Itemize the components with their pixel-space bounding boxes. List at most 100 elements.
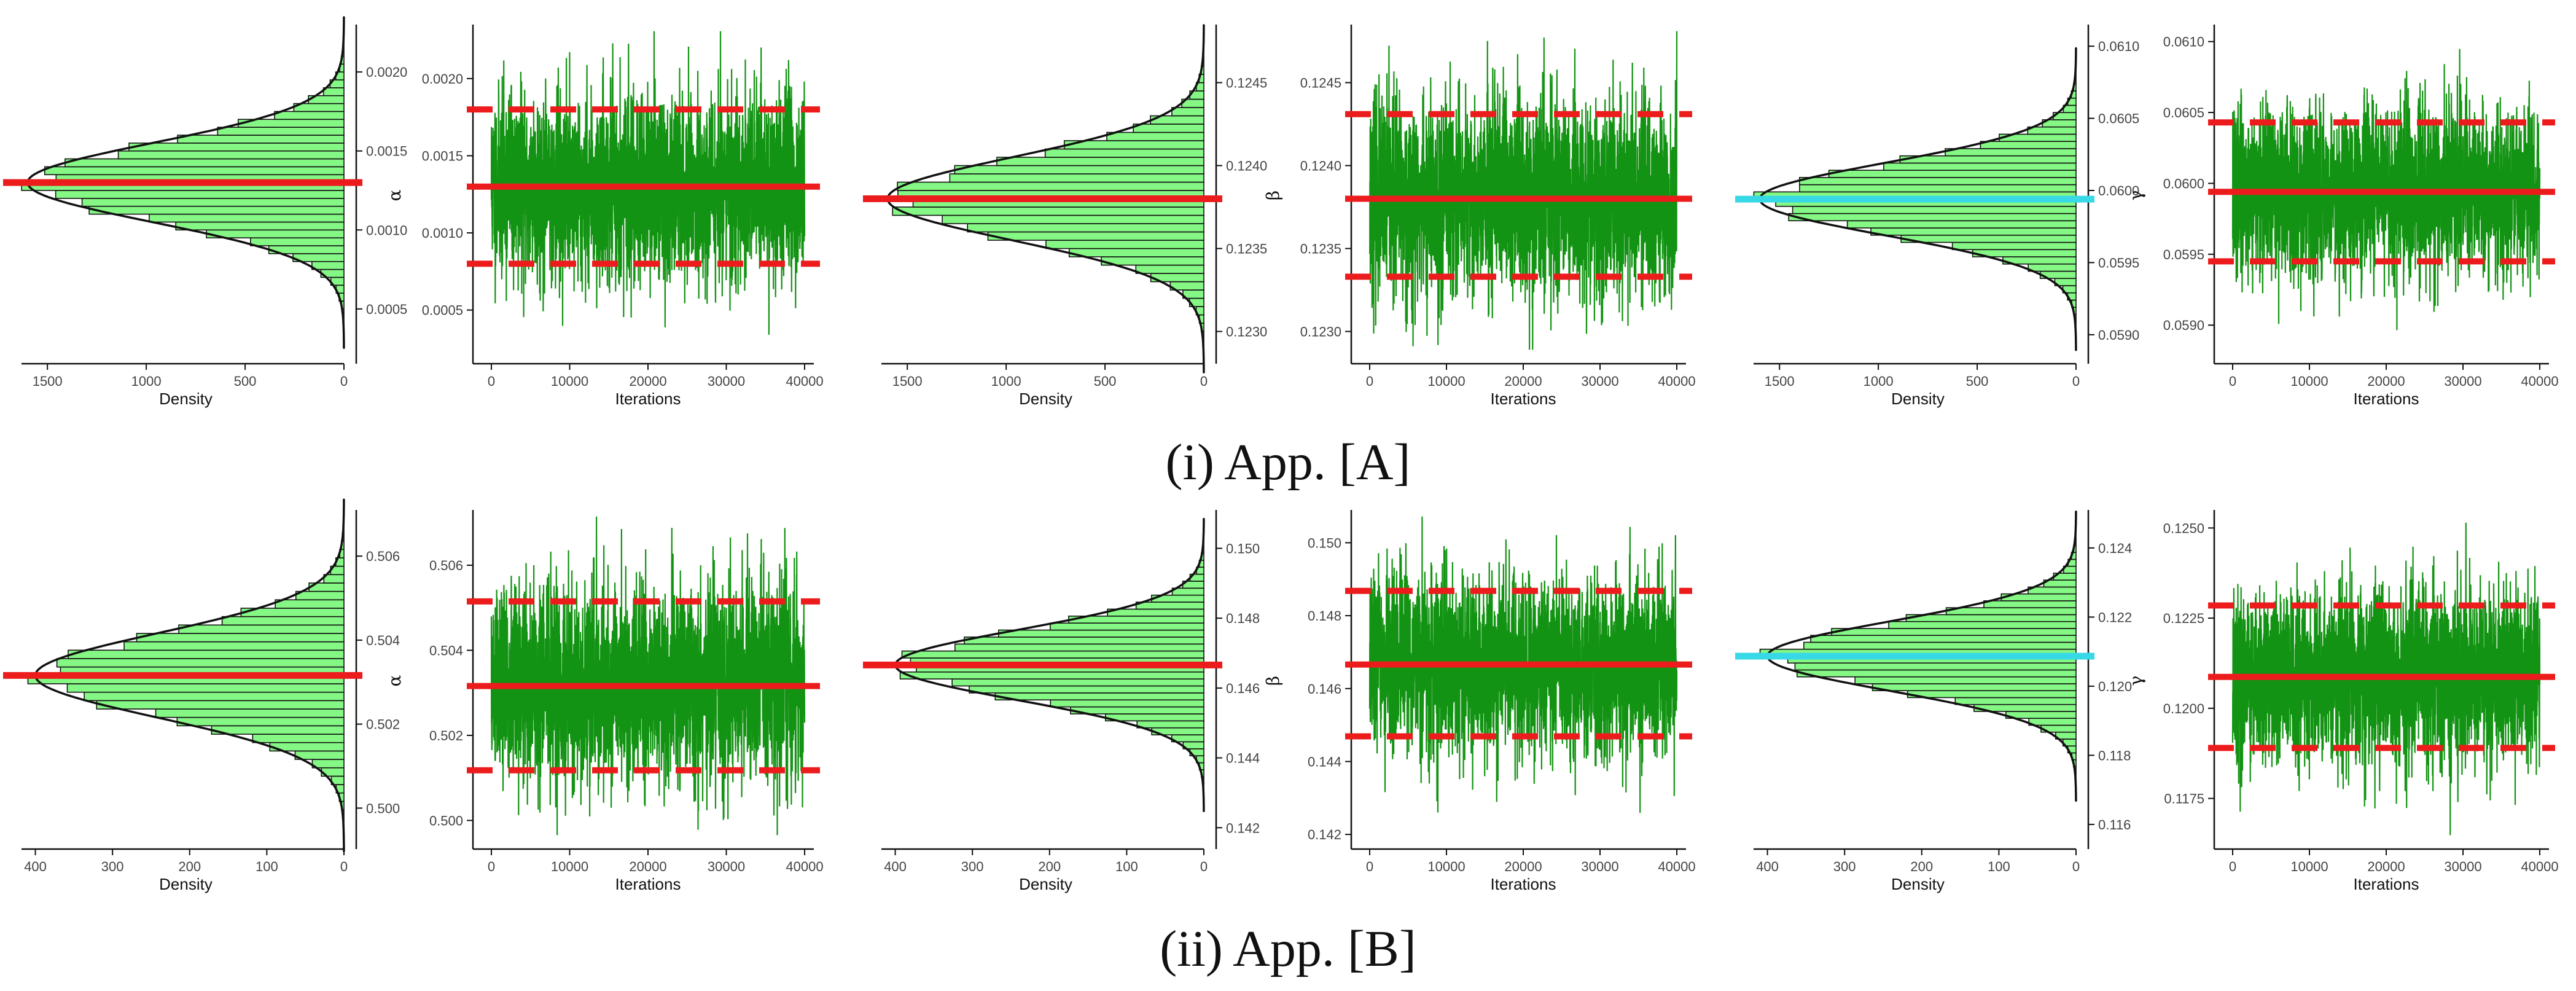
y-tick-label: 0.150: [1308, 535, 1341, 550]
histogram-bar: [1799, 184, 2077, 193]
histogram-bar: [1107, 608, 1204, 617]
histogram-bar: [250, 237, 345, 246]
histogram-bar: [1101, 256, 1204, 266]
y-tick-label: 0.146: [1308, 681, 1341, 697]
x-tick-label: 0: [1366, 374, 1373, 389]
histogram-bar: [2027, 126, 2077, 135]
y-axis-title: α: [384, 675, 405, 686]
x-tick-label: 20000: [629, 859, 666, 874]
histogram-bar: [64, 158, 345, 168]
histogram-bar: [96, 700, 345, 710]
histogram-bar: [942, 214, 1204, 224]
histogram-bar: [994, 692, 1204, 701]
histogram-bar: [274, 111, 345, 120]
x-tick-label: 0: [2072, 374, 2080, 389]
x-tick-label: 0: [340, 374, 348, 389]
x-tick-label: 0: [2072, 859, 2080, 874]
x-axis-title: Iterations: [2354, 390, 2419, 408]
histogram-bar: [2005, 711, 2077, 719]
histogram-bar: [56, 658, 345, 668]
y-tick-label: 0.504: [366, 633, 400, 648]
x-tick-label: 30000: [1581, 374, 1618, 389]
histogram-bar: [117, 150, 345, 160]
histogram-bar: [1831, 628, 2077, 636]
x-tick-label: 400: [884, 859, 907, 874]
histogram-bar: [1050, 699, 1204, 708]
histogram-bar: [1883, 162, 2077, 171]
y-tick-label: 0.0595: [2098, 255, 2139, 270]
histogram-bar: [987, 231, 1204, 241]
x-tick-label: 0: [1366, 859, 1373, 874]
x-axis-title: Density: [159, 390, 213, 408]
x-axis-title: Iterations: [1491, 875, 1556, 893]
histogram-bar: [1105, 713, 1204, 722]
histogram-bar: [949, 173, 1204, 183]
histogram-bar: [1106, 131, 1204, 141]
x-tick-label: 1500: [892, 374, 923, 389]
y-tick-label: 0.0015: [366, 144, 407, 159]
histogram-bar: [155, 708, 345, 718]
histogram-bar: [1792, 206, 2077, 214]
histogram-bar: [217, 127, 345, 136]
y-tick-label: 0.0590: [2163, 318, 2204, 333]
histogram-bar: [1068, 615, 1204, 624]
histogram-bar: [1135, 264, 1204, 274]
y-tick-label: 0.1235: [1300, 241, 1341, 257]
trace-panel-B-beta: 0 10000 20000 30000 40000 0.142 0.144 0.146 0.14…: [1263, 510, 1696, 893]
histogram-bar: [1872, 683, 2077, 691]
y-tick-label: 0.0005: [422, 303, 463, 318]
x-tick-label: 1000: [1864, 374, 1894, 389]
histogram-bar: [221, 616, 345, 626]
trace-panel-B-alpha: 0 10000 20000 30000 40000 0.500 0.502 0.504 0.50…: [384, 510, 824, 893]
histogram-bar: [2028, 718, 2077, 726]
y-tick-label: 0.120: [2098, 679, 2132, 694]
histogram-bar: [55, 190, 345, 199]
x-tick-label: 400: [1756, 859, 1779, 874]
x-tick-label: 1500: [33, 374, 63, 389]
histogram-bar: [1828, 170, 2077, 178]
histogram-bar: [892, 206, 1204, 216]
x-tick-label: 500: [1966, 374, 1989, 389]
y-tick-label: 0.118: [2098, 748, 2131, 763]
x-tick-label: 20000: [629, 374, 666, 389]
x-tick-label: 30000: [1581, 859, 1618, 874]
density-panel-A-alpha: 1500 1000 500 0 0.0005 0.0010 0.0015 0.0020 Dens…: [3, 16, 407, 408]
histogram-bar: [1954, 697, 2077, 705]
y-tick-label: 0.124: [2098, 541, 2132, 556]
y-tick-label: 0.0600: [2163, 176, 2204, 191]
histogram-bar: [1803, 641, 2077, 650]
histogram-bar: [951, 678, 1204, 687]
x-axis-title: Iterations: [615, 875, 681, 893]
density-panel-B-alpha: 400 300 200 100 0 0.500 0.502 0.504 0.506 Density: [3, 498, 400, 893]
density-panel-A-beta: 1500 1000 500 0 0.1230 0.1235 0.1240 0.1245 Dens…: [863, 24, 1267, 408]
histogram-bar: [252, 734, 345, 743]
y-axis-title: β: [1263, 190, 1283, 200]
histogram-bar: [1870, 227, 2077, 236]
density-panel-A-gamma: 1500 1000 500 0 0.0590 0.0595 0.0600 0.0605 0.06…: [1735, 25, 2139, 408]
x-tick-label: 40000: [786, 374, 823, 389]
histogram-bar: [323, 574, 345, 584]
histogram-bar: [68, 649, 345, 659]
y-tick-label: 0.142: [1308, 827, 1341, 842]
histogram-bar: [954, 643, 1204, 652]
histogram-bar: [1888, 621, 2077, 629]
y-tick-label: 0.0005: [366, 302, 407, 317]
histogram-bar: [275, 599, 345, 609]
y-tick-label: 0.0605: [2098, 111, 2139, 127]
x-tick-label: 400: [24, 859, 47, 874]
x-tick-label: 20000: [2367, 374, 2405, 389]
histogram-bar: [997, 629, 1204, 638]
x-axis-title: Density: [1019, 875, 1072, 893]
density-panel-B-gamma: 400 300 200 100 0 0.116 0.118 0.120 0.122 0.124 De…: [1735, 510, 2132, 893]
histogram-bar: [84, 691, 345, 702]
x-tick-label: 30000: [708, 374, 745, 389]
x-tick-label: 0: [488, 374, 495, 389]
trace-panel-B-gamma: 0 10000 20000 30000 40000 0.1175 0.1200 0.1225 0…: [2126, 510, 2559, 893]
x-axis-title: Density: [159, 875, 213, 893]
trace-line: [1368, 31, 1678, 350]
y-tick-label: 0.148: [1226, 611, 1260, 626]
histogram-bar: [88, 205, 345, 215]
y-axis-title: α: [384, 189, 405, 201]
y-tick-label: 0.116: [2098, 817, 2131, 832]
x-tick-label: 10000: [1427, 374, 1465, 389]
